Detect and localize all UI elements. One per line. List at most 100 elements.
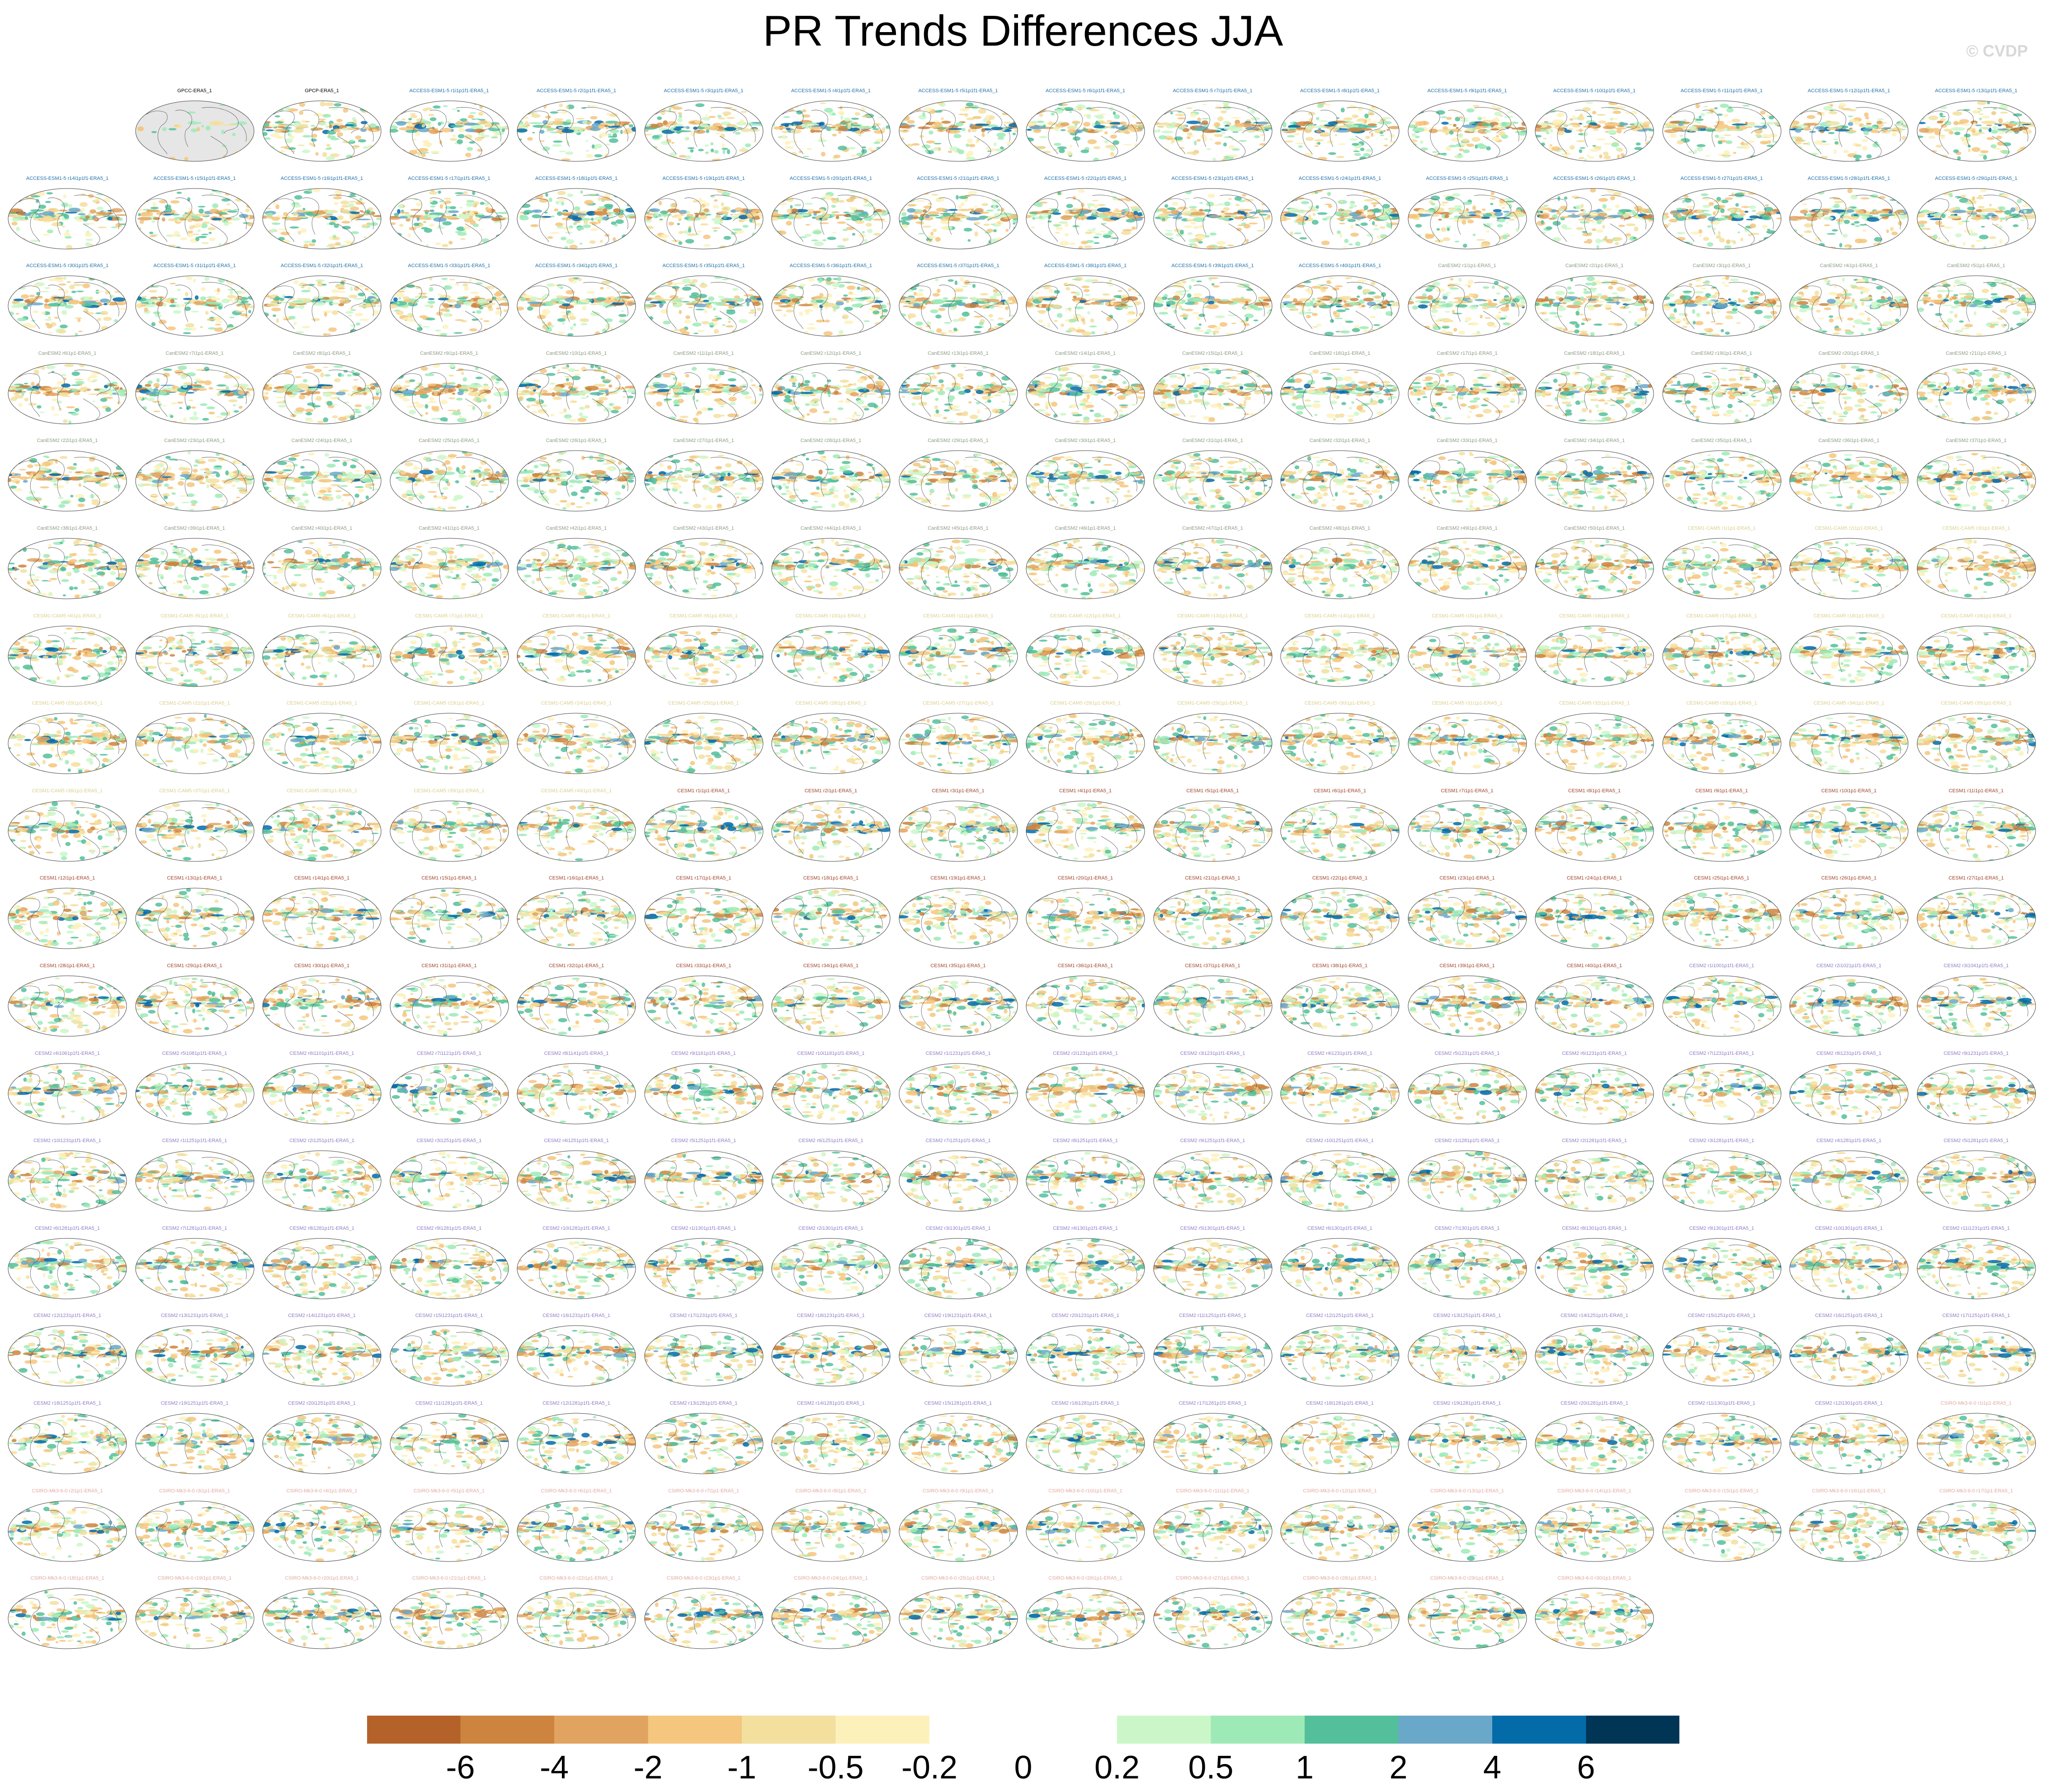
map-panel-label: CanESM2 r8i1p1-ERA5_1 [261, 351, 383, 356]
colorbar-swatch [648, 1715, 742, 1744]
map-panel: CanESM2 r38i1p1-ERA5_1 [6, 526, 128, 602]
map-panel: CESM1 r12i1p1-ERA5_1 [6, 875, 128, 952]
map-panel-label: ACCESS-ESM1-5 r11i1p1f1-ERA5_1 [1661, 88, 1783, 94]
map-panel: CanESM2 r28i1p1-ERA5_1 [770, 438, 892, 515]
map-panel-label: CESM2 r12i1281p1f1-ERA5_1 [515, 1401, 637, 1406]
map-panel-label: CESM2 r3i1251p1f1-ERA5_1 [388, 1138, 510, 1143]
map-panel: CESM2 r11i1251p1f1-ERA5_1 [1152, 1313, 1274, 1390]
map-panel-plot [771, 1588, 891, 1649]
map-panel: ACCESS-ESM1-5 r3i1p1f1-ERA5_1 [643, 88, 765, 165]
map-panel-label: CSIRO-Mk3-6-0 r23i1p1-ERA5_1 [643, 1576, 765, 1581]
map-panel-plot [1662, 538, 1782, 599]
map-panel-plot [1407, 975, 1527, 1037]
map-panel-label: CanESM2 r33i1p1-ERA5_1 [1406, 438, 1528, 443]
map-panel-plot [1407, 1588, 1527, 1649]
map-panel: CanESM2 r20i1p1-ERA5_1 [1788, 351, 1910, 428]
map-panel: CanESM2 r8i1p1-ERA5_1 [261, 351, 383, 428]
map-panel-label: ACCESS-ESM1-5 r3i1p1f1-ERA5_1 [643, 88, 765, 94]
map-panel-label: CSIRO-Mk3-6-0 r3i1p1-ERA5_1 [134, 1488, 256, 1494]
map-panel: CESM2 r10i1251p1f1-ERA5_1 [1279, 1138, 1401, 1215]
map-panel-plot [1407, 363, 1527, 424]
map-panel-label: CESM2 r3i1281p1f1-ERA5_1 [1661, 1138, 1783, 1143]
map-panel-label: CESM1 r4i1p1-ERA5_1 [1024, 788, 1146, 794]
map-panel-label: ACCESS-ESM1-5 r35i1p1f1-ERA5_1 [643, 263, 765, 268]
map-panel-plot [135, 1500, 255, 1562]
map-panel-label: ACCESS-ESM1-5 r13i1p1f1-ERA5_1 [1915, 88, 2037, 94]
map-panel: CSIRO-Mk3-6-0 r16i1p1-ERA5_1 [1788, 1488, 1910, 1565]
map-panel: CanESM2 r44i1p1-ERA5_1 [770, 526, 892, 602]
map-panel: CESM2 r5i1281p1f1-ERA5_1 [1915, 1138, 2037, 1215]
map-panel-label: ACCESS-ESM1-5 r2i1p1f1-ERA5_1 [515, 88, 637, 94]
map-panel: CanESM2 r21i1p1-ERA5_1 [1915, 351, 2037, 428]
map-panel-label: CanESM2 r12i1p1-ERA5_1 [770, 351, 892, 356]
map-panel: CESM1-CAM5 r12i1p1-ERA5_1 [1024, 613, 1146, 690]
map-panel: CESM1 r22i1p1-ERA5_1 [1279, 875, 1401, 952]
map-panel: CanESM2 r27i1p1-ERA5_1 [643, 438, 765, 515]
map-panel: ACCESS-ESM1-5 r8i1p1f1-ERA5_1 [1279, 88, 1401, 165]
map-panel-label: CESM2 r1i1281p1f1-ERA5_1 [1406, 1138, 1528, 1143]
colorbar-swatch [1492, 1715, 1586, 1744]
map-panel: CanESM2 r16i1p1-ERA5_1 [1279, 351, 1401, 428]
map-panel: CanESM2 r25i1p1-ERA5_1 [388, 438, 510, 515]
map-panel-plot [644, 1063, 764, 1124]
colorbar-tick-label: 2 [1389, 1749, 1407, 1786]
map-panel: CESM1 r9i1p1-ERA5_1 [1661, 788, 1783, 865]
map-panel: CESM1 r23i1p1-ERA5_1 [1406, 875, 1528, 952]
map-panel-plot [1026, 538, 1145, 599]
map-panel: GPCC-ERA5_1 [134, 88, 256, 165]
map-panel-label: ACCESS-ESM1-5 r20i1p1f1-ERA5_1 [770, 176, 892, 181]
map-panel-plot [644, 713, 764, 774]
map-panel-plot [1916, 1150, 2036, 1212]
map-panel-label: CESM1-CAM5 r16i1p1-ERA5_1 [1533, 613, 1655, 619]
map-panel-label: CESM1 r31i1p1-ERA5_1 [388, 963, 510, 969]
map-panel-label: CSIRO-Mk3-6-0 r6i1p1-ERA5_1 [515, 1488, 637, 1494]
map-panel-plot [8, 275, 127, 337]
map-panel: CESM2 r12i1231p1f1-ERA5_1 [6, 1313, 128, 1390]
map-panel: CESM1-CAM5 r21i1p1-ERA5_1 [134, 701, 256, 777]
map-panel-plot [1662, 1500, 1782, 1562]
map-panel: CanESM2 r23i1p1-ERA5_1 [134, 438, 256, 515]
map-panel-plot [1662, 1063, 1782, 1124]
map-panel: CSIRO-Mk3-6-0 r30i1p1-ERA5_1 [1533, 1576, 1655, 1652]
map-panel-label: CESM2 r1i1251p1f1-ERA5_1 [134, 1138, 256, 1143]
map-panel-plot [1535, 1500, 1654, 1562]
map-panel-label: CESM1-CAM5 r18i1p1-ERA5_1 [1788, 613, 1910, 619]
map-panel-label: CESM2 r11i1281p1f1-ERA5_1 [388, 1401, 510, 1406]
map-panel-label: CanESM2 r10i1p1-ERA5_1 [515, 351, 637, 356]
map-panel: CESM2 r6i1251p1f1-ERA5_1 [770, 1138, 892, 1215]
map-panel: CESM1-CAM5 r29i1p1-ERA5_1 [1152, 701, 1274, 777]
map-panel: CESM1-CAM5 r34i1p1-ERA5_1 [1788, 701, 1910, 777]
map-panel-plot [771, 1150, 891, 1212]
map-panel-plot [8, 1588, 127, 1649]
map-panel: CESM1-CAM5 r4i1p1-ERA5_1 [6, 613, 128, 690]
map-panel: CanESM2 r48i1p1-ERA5_1 [1279, 526, 1401, 602]
map-panel: CanESM2 r15i1p1-ERA5_1 [1152, 351, 1274, 428]
map-panel-plot [1535, 626, 1654, 687]
map-panel-plot [771, 1063, 891, 1124]
map-panel-label: CESM2 r7i1231p1f1-ERA5_1 [1661, 1051, 1783, 1056]
map-panel: CESM1 r27i1p1-ERA5_1 [1915, 875, 2037, 952]
map-panel-label: CESM1-CAM5 r2i1p1-ERA5_1 [1788, 526, 1910, 531]
map-panel-plot [1280, 1500, 1400, 1562]
map-panel-label: CESM1 r24i1p1-ERA5_1 [1533, 875, 1655, 881]
map-panel: CSIRO-Mk3-6-0 r24i1p1-ERA5_1 [770, 1576, 892, 1652]
map-panel-plot [771, 800, 891, 862]
map-panel: CanESM2 r17i1p1-ERA5_1 [1406, 351, 1528, 428]
map-panel: CESM2 r10i1231p1f1-ERA5_1 [6, 1138, 128, 1215]
map-panel: CSIRO-Mk3-6-0 r25i1p1-ERA5_1 [897, 1576, 1019, 1652]
map-panel: CESM1 r18i1p1-ERA5_1 [770, 875, 892, 952]
map-panel-label: CESM1-CAM5 r8i1p1-ERA5_1 [515, 613, 637, 619]
map-panel: CESM2 r19i1281p1f1-ERA5_1 [1406, 1401, 1528, 1477]
map-panel: CESM2 r8i1281p1f1-ERA5_1 [261, 1226, 383, 1303]
map-panel-label: CESM2 r8i1301p1f1-ERA5_1 [1533, 1226, 1655, 1231]
map-panel-label: CanESM2 r18i1p1-ERA5_1 [1533, 351, 1655, 356]
map-panel-label: CESM2 r1i1231p1f1-ERA5_1 [897, 1051, 1019, 1056]
map-panel: CSIRO-Mk3-6-0 r14i1p1-ERA5_1 [1533, 1488, 1655, 1565]
map-panel: CESM2 r3i1301p1f1-ERA5_1 [897, 1226, 1019, 1303]
map-panel-plot [1280, 1413, 1400, 1474]
map-panel-label: ACCESS-ESM1-5 r1i1p1f1-ERA5_1 [388, 88, 510, 94]
map-panel: CESM2 r11i1231p1f1-ERA5_1 [1915, 1226, 2037, 1303]
map-panel: ACCESS-ESM1-5 r4i1p1f1-ERA5_1 [770, 88, 892, 165]
map-panel-plot [1407, 1238, 1527, 1299]
map-panel-label: CESM1-CAM5 r5i1p1-ERA5_1 [134, 613, 256, 619]
